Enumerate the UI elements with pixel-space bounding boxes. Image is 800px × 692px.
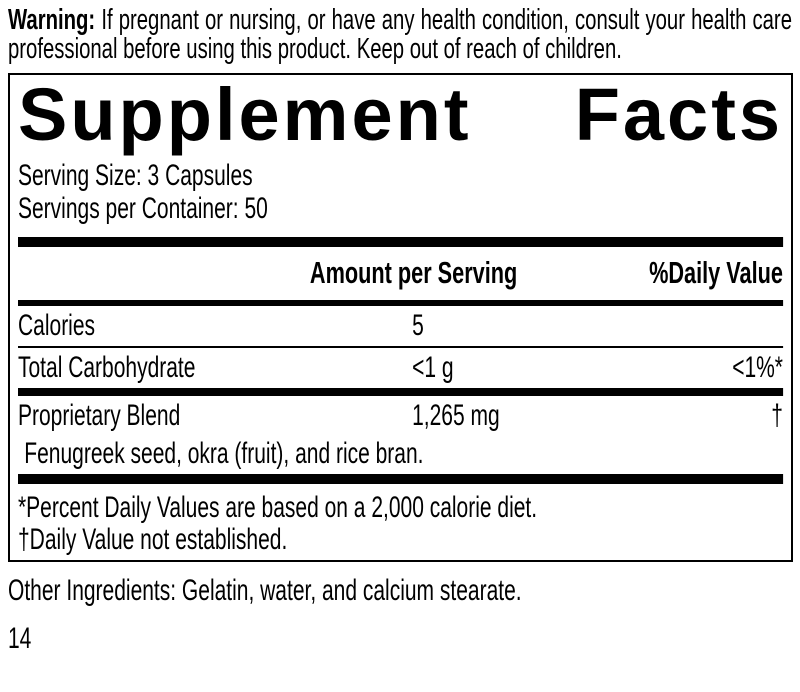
table-header-row: Amount per Serving %Daily Value: [18, 247, 783, 300]
warning-paragraph: Warning: If pregnant or nursing, or have…: [8, 6, 792, 64]
page-number: 14: [8, 622, 32, 655]
table-row: Proprietary Blend 1,265 mg †: [18, 396, 783, 436]
divider-thick-top: [18, 237, 783, 247]
page-number-section: 14: [8, 623, 792, 654]
panel-body: Serving Size: 3 Capsules Servings per Co…: [18, 159, 783, 556]
table-row: Total Carbohydrate <1 g <1%*: [18, 348, 783, 388]
blend-ingredients: Fenugreek seed, okra (fruit), and rice b…: [24, 437, 424, 470]
daily-value-header: %Daily Value: [649, 255, 783, 290]
serving-info: Serving Size: 3 Capsules Servings per Co…: [18, 159, 783, 225]
row-amount-proprietary-blend: 1,265 mg: [412, 399, 500, 432]
other-ingredients-section: Other Ingredients: Gelatin, water, and c…: [8, 575, 792, 606]
other-ingredients: Other Ingredients: Gelatin, water, and c…: [8, 574, 522, 607]
footnote-daily-value-not-established: †Daily Value not established.: [18, 523, 288, 556]
footnote-percent-daily-values: *Percent Daily Values are based on a 2,0…: [18, 491, 538, 524]
panel-title-right: Facts: [574, 73, 783, 156]
row-dv-calories: [629, 310, 783, 342]
divider-thick-bottom: [18, 474, 783, 484]
table-row: Calories 5: [18, 306, 783, 348]
row-label-proprietary-blend: Proprietary Blend: [18, 399, 181, 432]
servings-per-container: Servings per Container: 50: [18, 192, 268, 225]
panel-title-left: Supplement: [18, 73, 472, 156]
warning-label: Warning:: [8, 4, 96, 36]
serving-size: Serving Size: 3 Capsules: [18, 159, 253, 192]
amount-per-serving-header: Amount per Serving: [309, 255, 518, 290]
divider-medium-under-header: [18, 300, 783, 306]
row-dv-proprietary-blend: †: [771, 399, 783, 432]
row-label-total-carbohydrate: Total Carbohydrate: [18, 351, 196, 384]
row-amount-calories: 5: [412, 309, 424, 342]
panel-title: Supplement Facts: [18, 77, 783, 153]
row-amount-total-carbohydrate: <1 g: [412, 351, 454, 384]
row-dv-total-carbohydrate: <1%*: [732, 351, 783, 384]
warning-text: If pregnant or nursing, or have any heal…: [8, 4, 792, 65]
supplement-facts-panel: Supplement Facts Serving Size: 3 Capsule…: [8, 73, 793, 562]
footnotes: *Percent Daily Values are based on a 2,0…: [18, 492, 783, 556]
supplement-label-page: Warning: If pregnant or nursing, or have…: [0, 6, 800, 692]
divider-thick-mid: [18, 388, 783, 396]
warning-section: Warning: If pregnant or nursing, or have…: [8, 6, 792, 64]
row-label-calories: Calories: [18, 309, 96, 342]
